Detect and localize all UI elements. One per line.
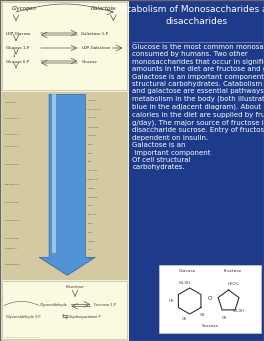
Text: OH: OH: [222, 316, 227, 320]
Text: CH₂OH: CH₂OH: [233, 309, 244, 313]
Text: Dihydroxyacetone P: Dihydroxyacetone P: [67, 315, 101, 319]
Text: Glucose: Glucose: [87, 100, 96, 101]
Text: Acetyl-CoA: Acetyl-CoA: [87, 179, 100, 180]
Bar: [129, 0, 264, 341]
Polygon shape: [52, 94, 56, 253]
Text: Sucrose: Sucrose: [202, 324, 219, 328]
Text: Glucose 1-P: Glucose 1-P: [6, 46, 29, 50]
Text: 3-Phosphogly: 3-Phosphogly: [5, 202, 20, 203]
Text: 3-PG: 3-PG: [87, 144, 93, 145]
Text: HOCH₂: HOCH₂: [228, 282, 239, 286]
Text: © www.TheStudentPhysician.com: © www.TheStudentPhysician.com: [4, 337, 40, 338]
Text: Succ: Succ: [87, 223, 93, 224]
Text: ⇆: ⇆: [62, 314, 68, 320]
Text: HO: HO: [168, 299, 174, 303]
Text: Glucose 6-P: Glucose 6-P: [6, 60, 29, 64]
Polygon shape: [39, 94, 95, 275]
Text: Isocitrate: Isocitrate: [87, 196, 98, 198]
Text: 4°Glucose: 4°Glucose: [5, 102, 16, 103]
Text: Fructose 1,6: Fructose 1,6: [5, 134, 19, 135]
Text: Ribulose 5-P: Ribulose 5-P: [5, 220, 19, 221]
Text: Suc-CoA: Suc-CoA: [87, 214, 97, 215]
Text: Citrate: Citrate: [87, 188, 95, 189]
Text: UDP-Glucose: UDP-Glucose: [6, 32, 31, 36]
Text: Glyceraldehyde 3-P: Glyceraldehyde 3-P: [6, 315, 40, 319]
Text: Fum: Fum: [87, 232, 92, 233]
Text: OAA: OAA: [87, 249, 92, 250]
Text: Glyceraldehy: Glyceraldehy: [5, 164, 20, 165]
Bar: [2, 281, 127, 339]
Text: Fructose: Fructose: [223, 269, 242, 273]
Text: Phosphoenolp: Phosphoenolp: [5, 264, 21, 265]
Text: UDP-Galactose: UDP-Galactose: [82, 46, 111, 50]
Text: Fructose: Fructose: [66, 285, 84, 289]
Text: F-1,6-BP: F-1,6-BP: [87, 117, 97, 118]
Bar: [2, 92, 127, 279]
Text: Malate: Malate: [87, 240, 95, 241]
Text: α-KG: α-KG: [87, 205, 93, 206]
Bar: [0, 0, 129, 341]
Text: DHAP/G3P: DHAP/G3P: [87, 126, 99, 128]
Text: ↓: ↓: [12, 53, 16, 58]
Bar: [159, 265, 261, 333]
Text: 2-Phosphogly: 2-Phosphogly: [5, 238, 20, 239]
Text: 1,3-BPG: 1,3-BPG: [87, 135, 96, 136]
Text: Glucose is the most common monosaccharide
consumed by humans. Two other
monosacc: Glucose is the most common monosaccharid…: [132, 44, 264, 170]
Text: 2-PG: 2-PG: [87, 152, 93, 153]
Text: Fructose 6-P: Fructose 6-P: [5, 118, 19, 119]
Text: Pyruvate: Pyruvate: [87, 170, 97, 171]
Text: Glyceraldehyde: Glyceraldehyde: [40, 303, 67, 307]
Text: Glucose: Glucose: [82, 60, 97, 64]
Bar: [2, 2, 127, 90]
Text: Galactose: Galactose: [91, 6, 117, 11]
Text: O: O: [208, 296, 212, 300]
Text: Sedoheptulos: Sedoheptulos: [5, 184, 20, 185]
Text: Fructose 1-P: Fructose 1-P: [95, 303, 116, 307]
Text: CH₂OH: CH₂OH: [179, 281, 191, 285]
Text: PEP: PEP: [87, 161, 92, 162]
Text: Glucose: Glucose: [179, 269, 196, 273]
Text: Ribose 5-P: Ribose 5-P: [5, 248, 17, 249]
Text: Glycogen: Glycogen: [12, 6, 37, 11]
Text: Erythrose 4-: Erythrose 4-: [5, 146, 19, 147]
Text: CO₂: CO₂: [87, 258, 92, 259]
Text: OH: OH: [182, 317, 187, 321]
Text: OH: OH: [200, 313, 205, 317]
Text: Galactose 1-P: Galactose 1-P: [82, 32, 109, 36]
Text: Fructose 6-P: Fructose 6-P: [87, 108, 101, 110]
Text: Metabolism of Monosaccharides and
disaccharides: Metabolism of Monosaccharides and disacc…: [114, 5, 264, 26]
